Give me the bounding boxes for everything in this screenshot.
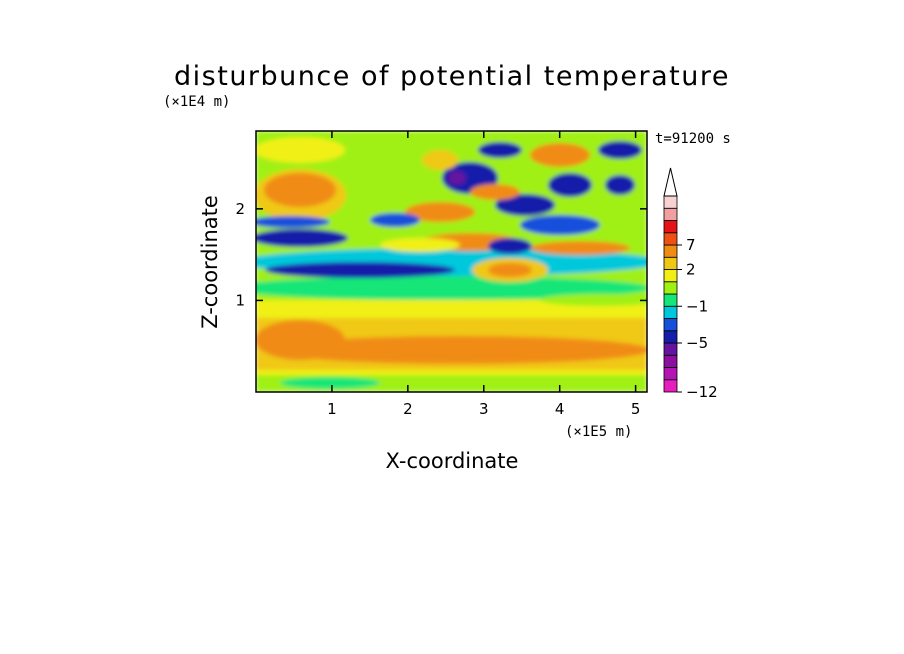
- x-axis-label: X-coordinate: [386, 449, 519, 473]
- colorbar-swatch: [663, 207, 678, 221]
- colorbar-swatch: [663, 244, 678, 258]
- y-tick-label: 1: [235, 291, 245, 309]
- colorbar-swatch: [663, 379, 678, 393]
- y-tick-label: 2: [235, 200, 245, 218]
- colorbar-swatch: [663, 367, 678, 381]
- y-axis: 12: [235, 200, 647, 309]
- x-tick-label: 3: [479, 400, 489, 418]
- y-axis-label: Z-coordinate: [198, 195, 222, 329]
- colorbar-tick-label: 2: [686, 261, 696, 279]
- x-unit-label: (×1E5 m): [565, 424, 632, 440]
- x-tick-label: 4: [555, 400, 565, 418]
- colorbar-swatch: [663, 281, 678, 295]
- colorbar-swatch: [663, 342, 678, 356]
- time-label: t=91200 s: [655, 131, 731, 147]
- x-tick-label: 1: [327, 400, 337, 418]
- colorbar-tick-label: −1: [686, 297, 708, 315]
- colorbar-tick-label: 7: [686, 236, 696, 254]
- chart-title: disturbunce of potential temperature: [174, 61, 730, 92]
- colorbar-swatch: [663, 220, 678, 234]
- contour-field: [256, 131, 647, 392]
- x-tick-label: 2: [403, 400, 413, 418]
- colorbar-swatch: [663, 354, 678, 368]
- colorbar-tick-label: −12: [686, 383, 718, 401]
- x-tick-label: 5: [631, 400, 641, 418]
- colorbar-swatch: [663, 293, 678, 307]
- x-axis: 1 2 3 4 5: [327, 131, 640, 418]
- colorbar: 7 2 −1 −5 −12: [663, 167, 718, 401]
- colorbar-swatch: [663, 330, 678, 344]
- colorbar-swatch: [663, 318, 678, 332]
- colorbar-swatch: [663, 232, 678, 246]
- plot-frame: [255, 130, 648, 393]
- y-unit-label: (×1E4 m): [163, 94, 230, 110]
- colorbar-swatch: [663, 269, 678, 283]
- colorbar-tick-label: −5: [686, 334, 708, 352]
- colorbar-extend-arrow: [663, 167, 678, 197]
- colorbar-swatch: [663, 256, 678, 270]
- colorbar-swatch: [663, 195, 678, 209]
- colorbar-swatch: [663, 305, 678, 319]
